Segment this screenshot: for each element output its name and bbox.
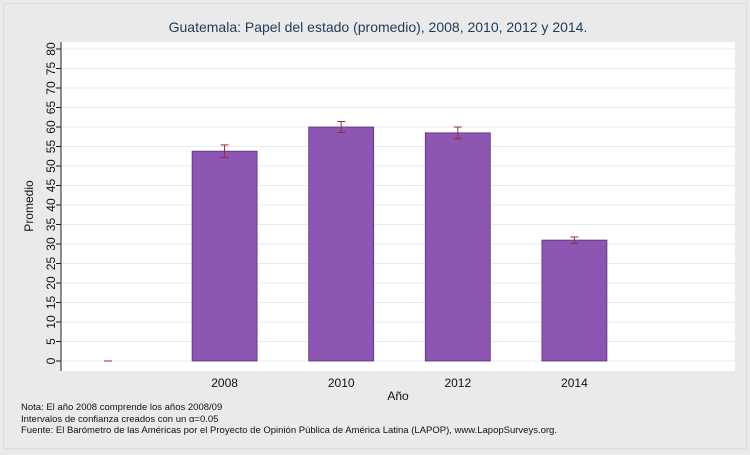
y-tick-label: 0: [44, 357, 58, 364]
y-tick-label: 45: [44, 179, 58, 193]
y-tick-label: 5: [44, 338, 58, 345]
y-tick-label: 75: [44, 62, 58, 76]
y-tick-label: 70: [44, 81, 58, 95]
y-tick-label: 35: [44, 218, 58, 232]
y-tick-label: 60: [44, 120, 58, 134]
x-tick-label: 2010: [328, 376, 355, 390]
y-tick-label: 65: [44, 101, 58, 115]
x-axis-title: Año: [387, 389, 409, 403]
y-axis-title: Promedio: [22, 180, 36, 232]
bar: [308, 126, 375, 362]
chart-notes: Nota: El año 2008 comprende los años 200…: [21, 402, 557, 437]
y-tick-label: 55: [44, 140, 58, 154]
y-tick-label: 40: [44, 198, 58, 212]
y-tick-label: 25: [44, 257, 58, 271]
y-tick-label: 80: [44, 42, 58, 56]
x-tick-label: 2012: [444, 376, 471, 390]
x-tick-label: 2008: [211, 376, 238, 390]
note-confidence: Intervalos de confianza creados con un α…: [21, 413, 219, 425]
note-period: Nota: El año 2008 comprende los años 200…: [21, 402, 223, 413]
chart-figure: Guatemala: Papel del estado (promedio), …: [3, 3, 747, 449]
bar-chart: 0 5 10 15 20 25 30 35 40 45 50 55 60 65 70 75 80 2008 2010…: [22, 42, 735, 403]
plot-area: [61, 42, 735, 371]
note-source: Fuente: El Barómetro de las Américas por…: [21, 425, 557, 436]
y-tick-label: 20: [44, 276, 58, 290]
chart-title: Guatemala: Papel del estado (promedio), …: [168, 19, 588, 35]
x-tick-label: 2014: [561, 376, 588, 390]
y-tick-label: 50: [44, 159, 58, 173]
y-tick-label: 10: [44, 315, 58, 329]
bar: [424, 132, 491, 362]
bar: [541, 239, 608, 362]
bar: [191, 150, 258, 362]
y-tick-label: 30: [44, 237, 58, 251]
y-tick-label: 15: [44, 296, 58, 310]
